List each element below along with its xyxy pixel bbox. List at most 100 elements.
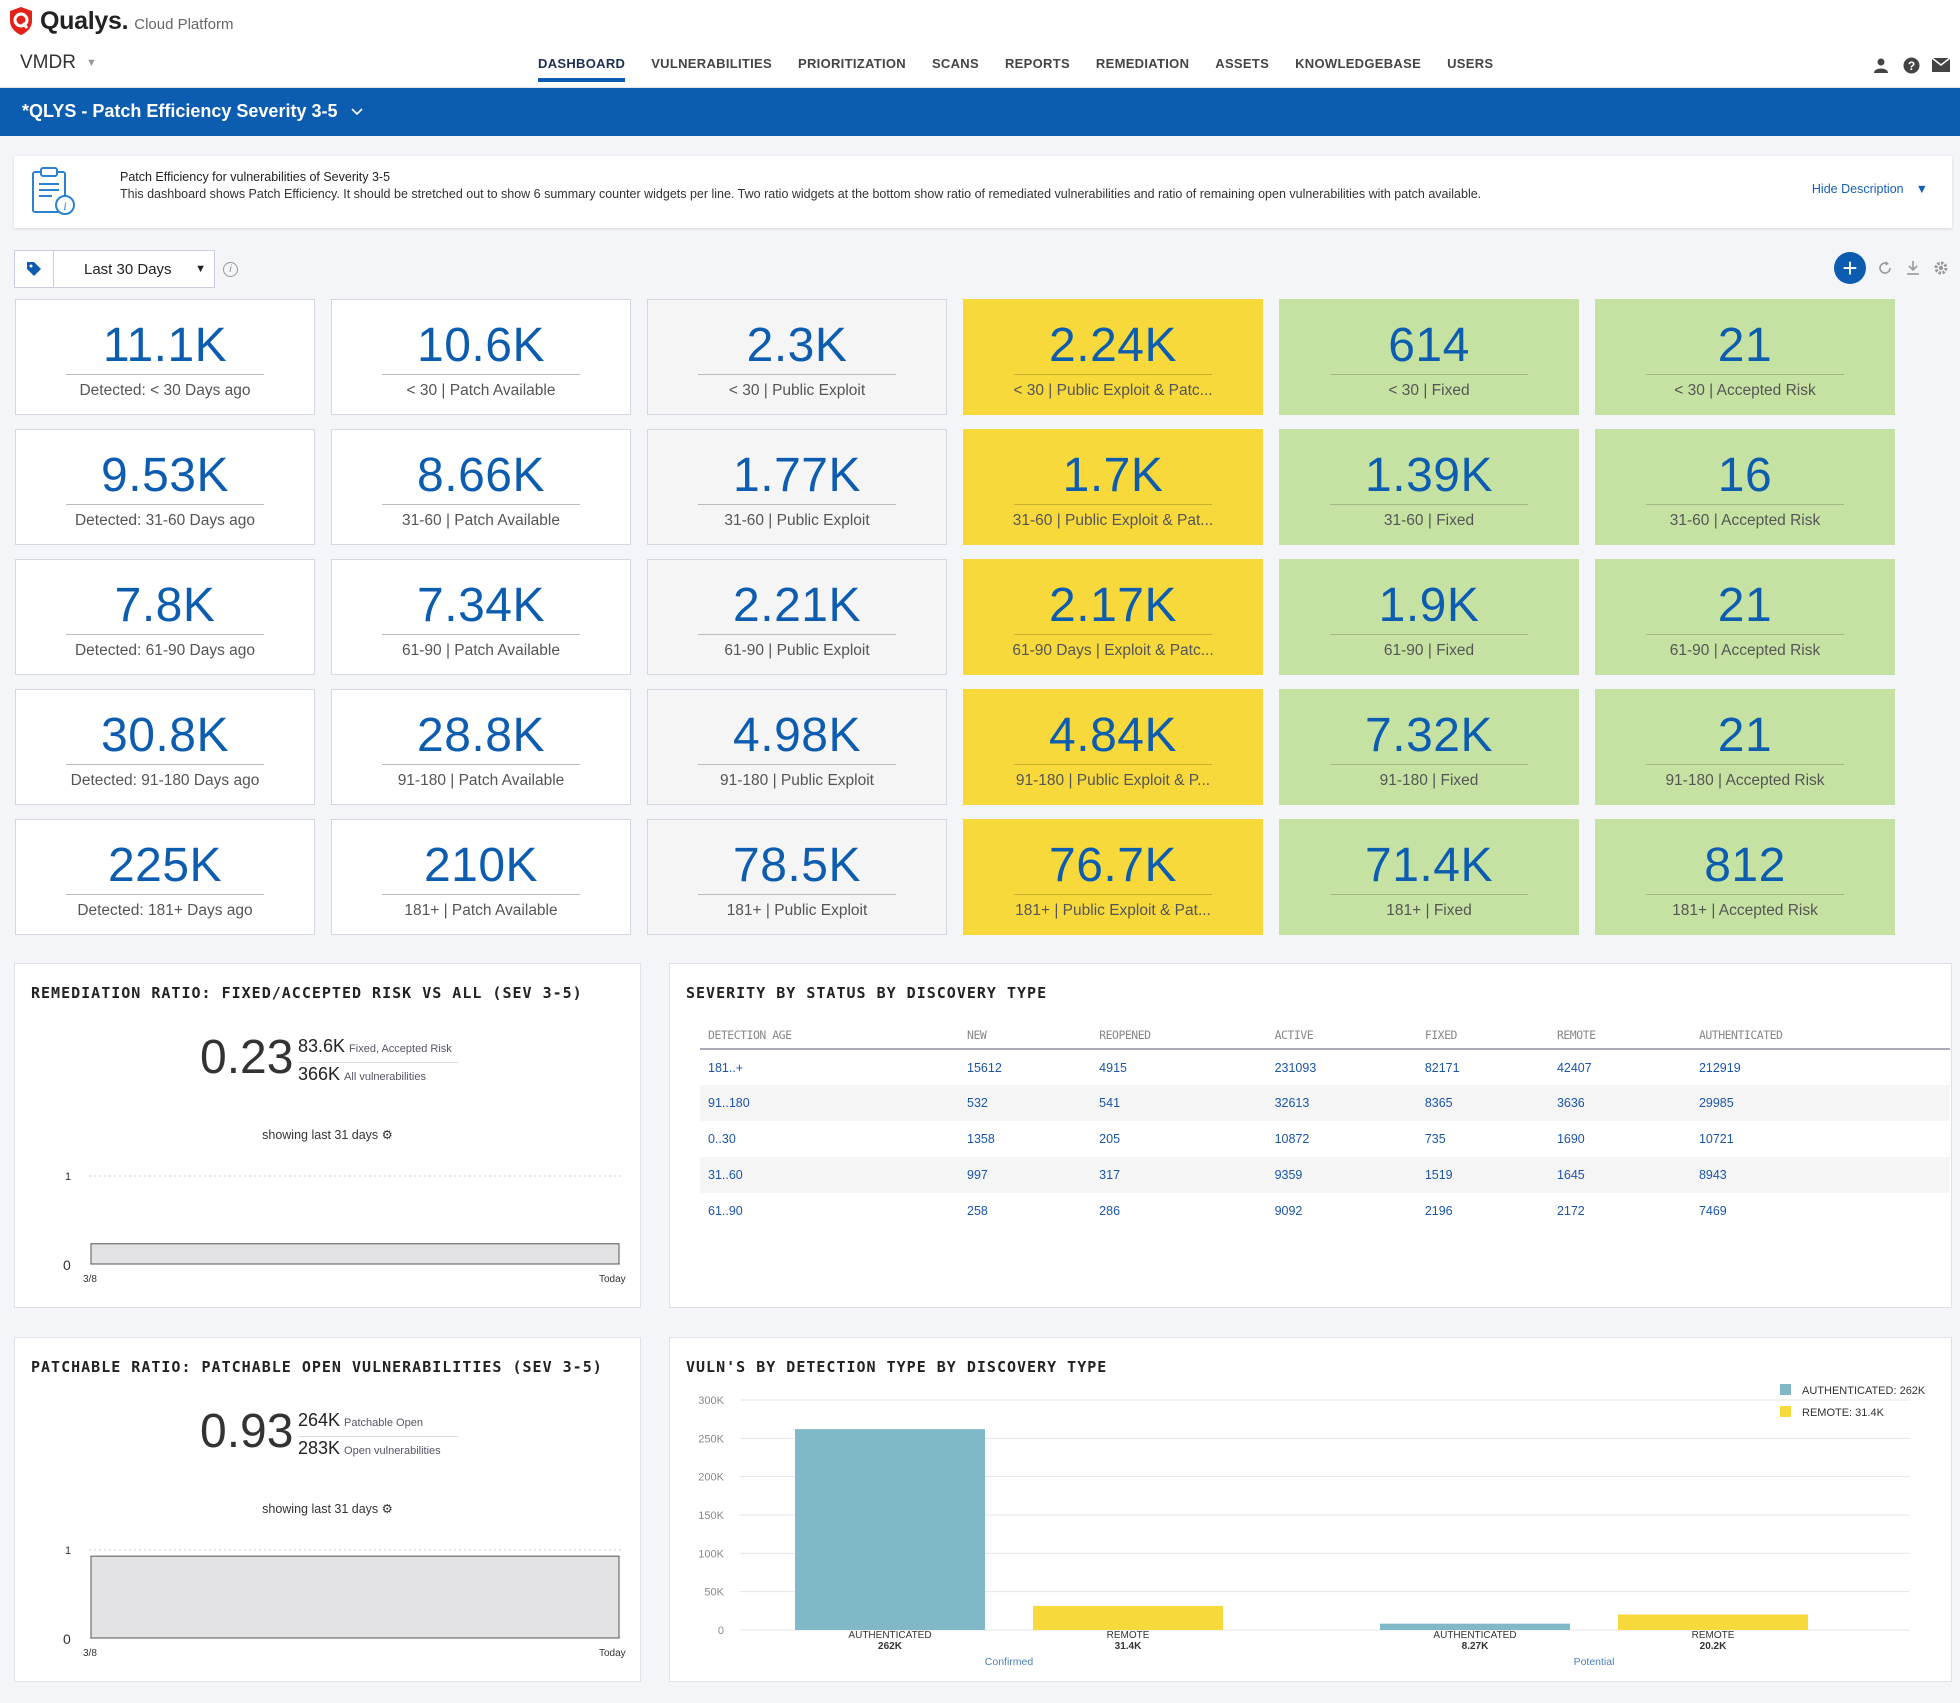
table-cell[interactable]: 231093 xyxy=(1274,1060,1317,1075)
counter-widget[interactable]: 8.66K 31-60 | Patch Available xyxy=(331,429,631,545)
counter-widget[interactable]: 1.39K 31-60 | Fixed xyxy=(1279,429,1579,545)
table-cell[interactable]: 258 xyxy=(967,1204,988,1218)
counter-widget[interactable]: 21 < 30 | Accepted Risk xyxy=(1595,299,1895,415)
counter-widget[interactable]: 7.32K 91-180 | Fixed xyxy=(1279,689,1579,805)
tab-users[interactable]: USERS xyxy=(1447,56,1494,71)
column-header[interactable]: REMOTE xyxy=(1548,1018,1691,1050)
table-cell[interactable]: 2172 xyxy=(1556,1204,1585,1218)
tag-filter-button[interactable] xyxy=(14,250,54,288)
settings-gear-icon[interactable] xyxy=(1932,259,1950,277)
gear-icon[interactable]: ⚙ xyxy=(381,1502,393,1516)
counter-widget[interactable]: 4.98K 91-180 | Public Exploit xyxy=(647,689,947,805)
table-cell[interactable]: 3636 xyxy=(1548,1085,1691,1121)
table-cell[interactable]: 2196 xyxy=(1424,1204,1453,1218)
table-cell[interactable]: 286 xyxy=(1099,1204,1121,1218)
table-cell[interactable]: 42407 xyxy=(1556,1060,1592,1075)
counter-widget[interactable]: 2.17K 61-90 Days | Exploit & Patc... xyxy=(963,559,1263,675)
counter-widget[interactable]: 21 91-180 | Accepted Risk xyxy=(1595,689,1895,805)
table-cell[interactable]: 1690 xyxy=(1556,1132,1585,1146)
column-header[interactable]: NEW xyxy=(959,1018,1092,1050)
user-icon[interactable] xyxy=(1872,56,1890,74)
download-icon[interactable] xyxy=(1904,259,1922,277)
counter-widget[interactable]: 4.84K 91-180 | Public Exploit & P... xyxy=(963,689,1263,805)
qualys-logo[interactable]: Qualys. Cloud Platform xyxy=(8,4,233,38)
counter-widget[interactable]: 9.53K Detected: 31-60 Days ago xyxy=(15,429,315,545)
table-cell[interactable]: 8365 xyxy=(1416,1085,1549,1121)
info-icon[interactable]: i xyxy=(223,261,238,277)
counter-label: 91-180 | Public Exploit xyxy=(720,772,874,789)
date-range-select[interactable]: Last 30 Days ▼ xyxy=(54,250,215,288)
counter-widget[interactable]: 78.5K 181+ | Public Exploit xyxy=(647,819,947,935)
counter-value: 78.5K xyxy=(733,839,861,892)
table-cell[interactable]: 32613 xyxy=(1266,1085,1417,1121)
table-cell[interactable]: 7469 xyxy=(1698,1204,1727,1218)
column-header[interactable]: ACTIVE xyxy=(1266,1018,1417,1050)
counter-widget[interactable]: 21 61-90 | Accepted Risk xyxy=(1595,559,1895,675)
counter-label: 181+ | Fixed xyxy=(1386,902,1472,919)
counter-widget[interactable]: 30.8K Detected: 91-180 Days ago xyxy=(15,689,315,805)
table-cell[interactable]: 9359 xyxy=(1266,1157,1417,1193)
table-cell[interactable]: 4915 xyxy=(1099,1060,1127,1075)
module-switcher[interactable]: VMDR ▼ xyxy=(20,52,97,74)
tab-remediation[interactable]: REMEDIATION xyxy=(1095,56,1190,71)
counter-widget[interactable]: 76.7K 181+ | Public Exploit & Pat... xyxy=(963,819,1263,935)
table-cell[interactable]: 735 xyxy=(1424,1132,1446,1146)
table-cell[interactable]: 317 xyxy=(1091,1157,1267,1193)
column-header[interactable]: AUTHENTICATED xyxy=(1690,1018,1950,1050)
refresh-icon[interactable] xyxy=(1876,259,1894,277)
counter-widget[interactable]: 614 < 30 | Fixed xyxy=(1279,299,1579,415)
counter-widget[interactable]: 2.3K < 30 | Public Exploit xyxy=(647,299,947,415)
table-cell[interactable]: 10872 xyxy=(1274,1132,1310,1146)
table-cell[interactable]: 1519 xyxy=(1416,1157,1549,1193)
counter-widget[interactable]: 71.4K 181+ | Fixed xyxy=(1279,819,1579,935)
counter-widget[interactable]: 1.9K 61-90 | Fixed xyxy=(1279,559,1579,675)
counter-widget[interactable]: 7.34K 61-90 | Patch Available xyxy=(331,559,631,675)
counter-widget[interactable]: 28.8K 91-180 | Patch Available xyxy=(331,689,631,805)
gear-icon[interactable]: ⚙ xyxy=(381,1128,393,1142)
dashboard-selector[interactable]: *QLYS - Patch Efficiency Severity 3-5 xyxy=(22,101,364,122)
counter-widget[interactable]: 2.24K < 30 | Public Exploit & Patc... xyxy=(963,299,1263,415)
table-cell[interactable]: 29985 xyxy=(1690,1085,1950,1121)
counter-widget[interactable]: 11.1K Detected: < 30 Days ago xyxy=(15,299,315,415)
tab-scans[interactable]: SCANS xyxy=(931,56,979,71)
table-cell[interactable]: 0..30 xyxy=(708,1132,736,1146)
tab-knowledgebase[interactable]: KNOWLEDGEBASE xyxy=(1295,56,1422,71)
table-cell[interactable]: 541 xyxy=(1091,1085,1267,1121)
table-cell[interactable]: 1358 xyxy=(967,1132,995,1146)
mail-icon[interactable] xyxy=(1932,56,1950,74)
table-cell[interactable]: 532 xyxy=(959,1085,1092,1121)
tab-reports[interactable]: REPORTS xyxy=(1004,56,1070,71)
counter-widget[interactable]: 1.77K 31-60 | Public Exploit xyxy=(647,429,947,545)
table-cell[interactable]: 1645 xyxy=(1548,1157,1691,1193)
counter-widget[interactable]: 1.7K 31-60 | Public Exploit & Pat... xyxy=(963,429,1263,545)
help-icon[interactable]: ? xyxy=(1902,56,1920,74)
tab-dashboard[interactable]: DASHBOARD xyxy=(538,52,626,82)
table-cell[interactable]: 9092 xyxy=(1274,1204,1303,1218)
table-cell[interactable]: 212919 xyxy=(1698,1060,1741,1075)
column-header[interactable]: REOPENED xyxy=(1091,1018,1267,1050)
tab-vulnerabilities[interactable]: VULNERABILITIES xyxy=(651,56,772,71)
counter-widget[interactable]: 10.6K < 30 | Patch Available xyxy=(331,299,631,415)
table-cell[interactable]: 8943 xyxy=(1690,1157,1950,1193)
table-cell[interactable]: 31..60 xyxy=(700,1157,960,1193)
table-cell[interactable]: 61..90 xyxy=(708,1204,743,1218)
table-cell[interactable]: 205 xyxy=(1099,1132,1121,1146)
counter-widget[interactable]: 2.21K 61-90 | Public Exploit xyxy=(647,559,947,675)
table-cell[interactable]: 15612 xyxy=(967,1060,1002,1075)
counter-widget[interactable]: 225K Detected: 181+ Days ago xyxy=(15,819,315,935)
table-cell[interactable]: 997 xyxy=(959,1157,1092,1193)
tab-assets[interactable]: ASSETS xyxy=(1215,56,1270,71)
counter-widget[interactable]: 7.8K Detected: 61-90 Days ago xyxy=(15,559,315,675)
tab-prioritization[interactable]: PRIORITIZATION xyxy=(798,56,906,71)
table-cell[interactable]: 181..+ xyxy=(708,1060,744,1075)
table-cell[interactable]: 10721 xyxy=(1698,1132,1734,1146)
table-cell[interactable]: 82171 xyxy=(1424,1060,1460,1075)
counter-widget[interactable]: 210K 181+ | Patch Available xyxy=(331,819,631,935)
column-header[interactable]: DETECTION AGE xyxy=(700,1018,960,1050)
table-cell[interactable]: 91..180 xyxy=(700,1085,960,1121)
counter-widget[interactable]: 16 31-60 | Accepted Risk xyxy=(1595,429,1895,545)
add-widget-button[interactable]: + xyxy=(1834,252,1866,284)
column-header[interactable]: FIXED xyxy=(1416,1018,1549,1050)
counter-widget[interactable]: 812 181+ | Accepted Risk xyxy=(1595,819,1895,935)
hide-description-button[interactable]: Hide Description ▼ xyxy=(1812,182,1928,196)
